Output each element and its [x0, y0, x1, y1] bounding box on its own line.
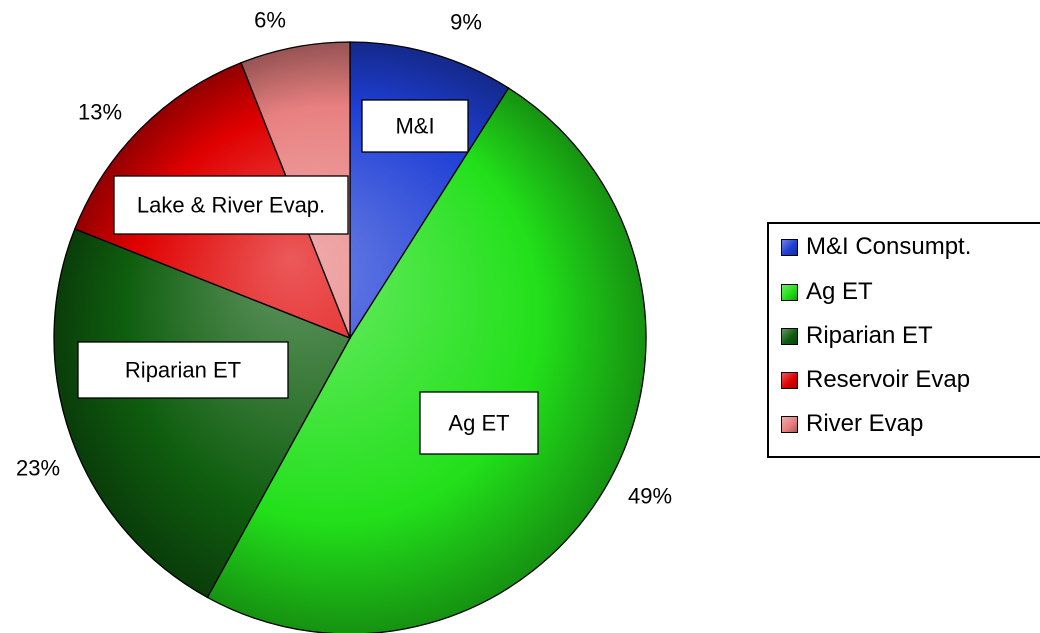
legend-swatch [781, 415, 798, 433]
callout-box [113, 175, 349, 235]
slice-callout: Ag ET [419, 391, 539, 455]
legend-label: M&I Consumpt. [806, 233, 972, 260]
percent-label: 13% [78, 100, 122, 125]
percent-label: 49% [628, 484, 672, 509]
legend-item-reservoir-evap: Reservoir Evap [781, 365, 970, 395]
legend-item-river-evap: River Evap [781, 409, 923, 439]
legend-label: Ag ET [806, 278, 873, 305]
pie-slice [206, 87, 647, 633]
callout-label: Ag ET [448, 411, 509, 436]
legend-swatch [781, 283, 798, 301]
legend-item-mi: M&I Consumpt. [781, 232, 971, 262]
legend-label: Riparian ET [806, 322, 933, 349]
legend-swatch [781, 238, 798, 256]
percent-label: 6% [254, 8, 286, 33]
percent-label: 23% [16, 456, 60, 481]
legend-item-ag-et: Ag ET [781, 277, 873, 307]
legend-item-riparian-et: Riparian ET [781, 321, 933, 351]
callout-box [77, 341, 289, 399]
callout-label: Lake & River Evap. [137, 193, 325, 218]
slice-callout: M&I [361, 99, 469, 153]
legend-swatch [781, 327, 798, 345]
legend: M&I Consumpt. Ag ET Riparian ET Reservoi… [767, 222, 1040, 458]
slice-callouts: M&I Ag ET Riparian ET Lake & River Evap. [77, 99, 539, 455]
pie-slice [53, 228, 351, 599]
pie-slices [53, 41, 647, 633]
callout-label: M&I [395, 114, 434, 139]
slice-callout: Lake & River Evap. [113, 175, 349, 235]
percent-label: 9% [450, 10, 482, 35]
legend-label: Reservoir Evap [806, 366, 971, 393]
percent-labels: 9% 49% 23% 13% 6% [16, 8, 672, 509]
legend-label: River Evap [806, 410, 924, 437]
callout-box [419, 391, 539, 455]
callout-box [361, 99, 469, 153]
callout-label: Riparian ET [125, 358, 241, 383]
slice-callout: Riparian ET [77, 341, 289, 399]
legend-swatch [781, 371, 798, 389]
